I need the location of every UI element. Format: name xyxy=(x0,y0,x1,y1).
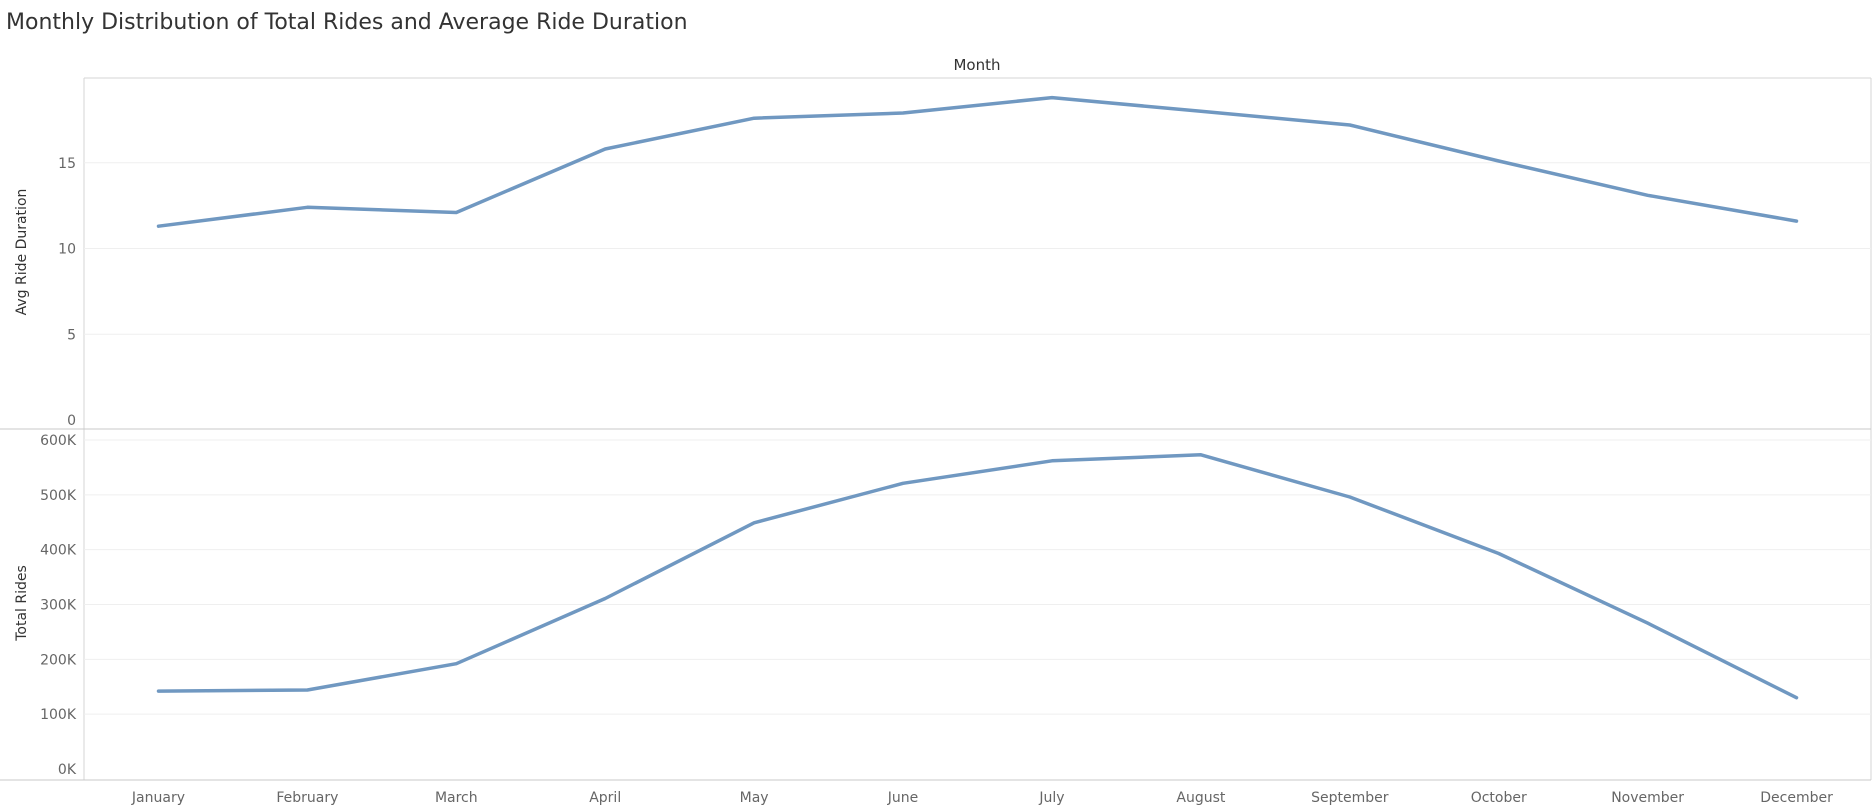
x-tick-label: April xyxy=(589,790,621,806)
total-rides-gridlines xyxy=(84,439,1871,715)
total-rides-axis-title: Total Rides xyxy=(14,565,30,642)
y-tick-label: 5 xyxy=(67,327,76,343)
total-rides-y-ticks: 0K 100K 200K 300K 400K 500K 600K xyxy=(40,433,77,778)
y-tick-label: 200K xyxy=(40,652,77,668)
total-rides-line xyxy=(156,453,1799,700)
x-tick-label: June xyxy=(887,790,919,806)
x-tick-label: February xyxy=(276,790,338,806)
y-tick-label: 600K xyxy=(40,433,77,449)
y-tick-label: 100K xyxy=(40,707,77,723)
chart-title: Monthly Distribution of Total Rides and … xyxy=(6,10,688,35)
y-tick-label: 15 xyxy=(58,156,76,172)
month-x-tick-labels: January February March April May June July Augu… xyxy=(131,790,1833,806)
x-axis-title: Month xyxy=(953,56,1000,74)
pane-frames xyxy=(0,77,1872,781)
avg-duration-line xyxy=(156,95,1799,228)
x-tick-label: October xyxy=(1471,790,1527,806)
series-lines xyxy=(156,95,1799,700)
x-tick-label: July xyxy=(1038,790,1064,806)
x-tick-label: May xyxy=(740,790,769,806)
avg-duration-y-ticks: 0 5 10 15 xyxy=(58,156,76,429)
y-tick-label: 10 xyxy=(58,242,76,258)
x-tick-label: November xyxy=(1611,790,1684,806)
avg-duration-gridlines xyxy=(84,162,1871,335)
y-tick-label: 0K xyxy=(58,762,77,778)
x-tick-label: December xyxy=(1760,790,1833,806)
avg-duration-axis-title: Avg Ride Duration xyxy=(14,189,30,316)
y-tick-label: 400K xyxy=(40,543,77,559)
x-tick-label: January xyxy=(131,790,185,806)
y-tick-label: 0 xyxy=(67,413,76,429)
x-tick-label: March xyxy=(435,790,478,806)
x-tick-label: September xyxy=(1311,790,1389,806)
x-tick-label: August xyxy=(1176,790,1226,806)
y-tick-label: 300K xyxy=(40,598,77,614)
y-tick-label: 500K xyxy=(40,488,77,504)
